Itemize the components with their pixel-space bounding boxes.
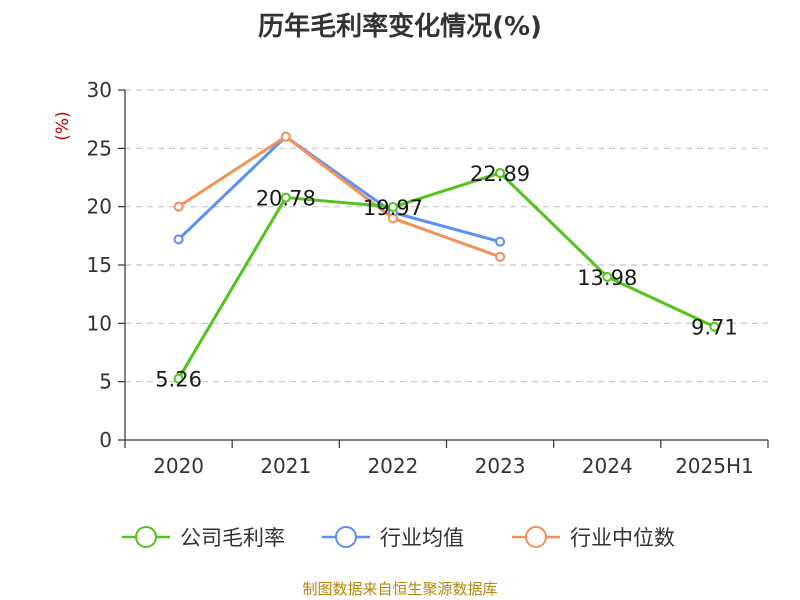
axes [118, 89, 769, 448]
series-line [177, 135, 501, 244]
series-2 [173, 131, 506, 262]
chart-title: 历年毛利率变化情况(%) [258, 12, 542, 42]
series-line [177, 171, 716, 380]
y-tick-label: 25 [87, 136, 112, 160]
legend-label: 公司毛利率 [180, 526, 285, 550]
data-point [602, 271, 613, 282]
legend-label: 行业均值 [380, 526, 464, 550]
data-label: 5.26 [155, 368, 202, 392]
data-label: 19.97 [363, 196, 423, 220]
data-point [173, 373, 184, 384]
x-tick-label: 2022 [367, 454, 418, 478]
data-point [495, 251, 506, 262]
x-tick-label: 2025H1 [675, 454, 754, 478]
series-lines [173, 131, 720, 384]
legend-item[interactable]: 公司毛利率 [122, 526, 285, 550]
legend-label: 行业中位数 [570, 526, 675, 550]
y-axis-label: (%) [53, 111, 73, 140]
data-point [495, 236, 506, 247]
data-point [387, 202, 398, 213]
series-line [177, 135, 501, 259]
data-point [280, 192, 291, 203]
data-label: 13.98 [577, 266, 637, 290]
data-label: 22.89 [470, 162, 530, 186]
y-tick-label: 20 [87, 195, 112, 219]
data-point [387, 213, 398, 224]
legend-marker-icon [135, 526, 157, 548]
y-tick-label: 30 [87, 78, 112, 102]
series-1 [173, 131, 506, 247]
legend-item[interactable]: 行业中位数 [512, 526, 675, 550]
data-point [173, 201, 184, 212]
y-tick-label: 0 [99, 428, 112, 452]
data-label: 9.71 [691, 316, 738, 340]
data-labels: 5.26 20.78 19.97 22.89 13.98 9.71 [155, 162, 738, 392]
data-point [495, 167, 506, 178]
data-label: 20.78 [256, 187, 316, 211]
data-point [173, 234, 184, 245]
legend: 公司毛利率 行业均值 行业中位数 [122, 526, 675, 550]
data-point [280, 131, 291, 142]
legend-marker-icon [335, 526, 357, 548]
series-0 [173, 167, 720, 384]
x-tick-label: 2021 [260, 454, 311, 478]
x-tick-label: 2024 [582, 454, 633, 478]
x-tick-label: 2020 [153, 454, 204, 478]
data-point [709, 321, 720, 332]
legend-item[interactable]: 行业均值 [322, 526, 464, 550]
y-tick-label: 10 [87, 311, 112, 335]
tick-labels: 0 5 10 15 20 25 30 2020 2021 2022 2023 2024 2025H1 [87, 78, 754, 478]
y-tick-label: 15 [87, 253, 112, 277]
x-tick-label: 2023 [475, 454, 526, 478]
legend-marker-icon [525, 526, 547, 548]
y-tick-label: 5 [99, 370, 112, 394]
source-note: 制图数据来自恒生聚源数据库 [302, 580, 498, 598]
grid-lines [125, 89, 768, 383]
